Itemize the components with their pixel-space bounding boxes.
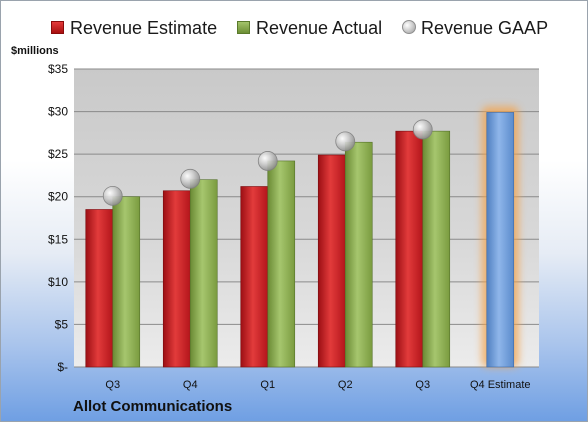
bar-revenue-estimate	[85, 209, 114, 368]
y-tick-label: $35	[48, 62, 68, 76]
marker-revenue-gaap	[180, 168, 201, 189]
y-tick-label: $30	[48, 105, 68, 119]
bar-revenue-estimate	[162, 190, 191, 368]
bar-revenue-actual	[422, 130, 451, 368]
legend-swatch-estimate	[51, 21, 64, 34]
x-tick-label: Q4 Estimate	[470, 379, 531, 391]
x-tick-label: Q1	[260, 379, 275, 391]
bar-revenue-actual	[344, 141, 373, 368]
plot-area	[74, 69, 539, 367]
y-tick-label: $5	[55, 317, 69, 331]
bar-revenue-forecast	[486, 112, 515, 368]
y-tick-label: $15	[48, 232, 68, 246]
x-tick-label: Q3	[105, 379, 120, 391]
gridlines	[74, 68, 539, 368]
bar-revenue-estimate	[317, 154, 346, 368]
y-tick-label: $25	[48, 147, 68, 161]
x-tick-label: Q3	[415, 379, 430, 391]
legend-swatch-gaap	[402, 20, 416, 34]
marker-revenue-gaap	[412, 119, 433, 140]
marker-revenue-gaap	[102, 185, 123, 206]
legend-label-estimate: Revenue Estimate	[70, 18, 218, 38]
legend-label-gaap: Revenue GAAP	[421, 18, 549, 38]
y-axis-units-label: $millions	[11, 45, 59, 57]
bar-revenue-actual	[189, 179, 218, 368]
x-axis-ticks: Q3 Q4 Q1 Q2 Q3 Q4 Estimate	[105, 379, 530, 391]
marker-revenue-gaap	[257, 151, 278, 171]
y-axis-ticks: $- $5 $10 $15 $20 $25 $30 $35	[48, 62, 68, 374]
legend-label-actual: Revenue Actual	[256, 18, 383, 38]
bars	[85, 106, 519, 368]
bar-revenue-actual	[267, 160, 296, 368]
x-tick-label: Q2	[338, 379, 353, 391]
company-name: Allot Communications	[73, 398, 233, 415]
y-tick-label: $10	[48, 275, 68, 289]
bar-revenue-actual	[112, 196, 141, 368]
bar-revenue-estimate	[240, 186, 269, 368]
y-tick-label: $20	[48, 190, 68, 204]
marker-revenue-gaap	[335, 131, 356, 152]
y-tick-label: $-	[57, 360, 68, 374]
bar-revenue-estimate	[395, 130, 424, 368]
x-tick-label: Q4	[183, 379, 198, 391]
legend-swatch-actual	[237, 21, 250, 34]
